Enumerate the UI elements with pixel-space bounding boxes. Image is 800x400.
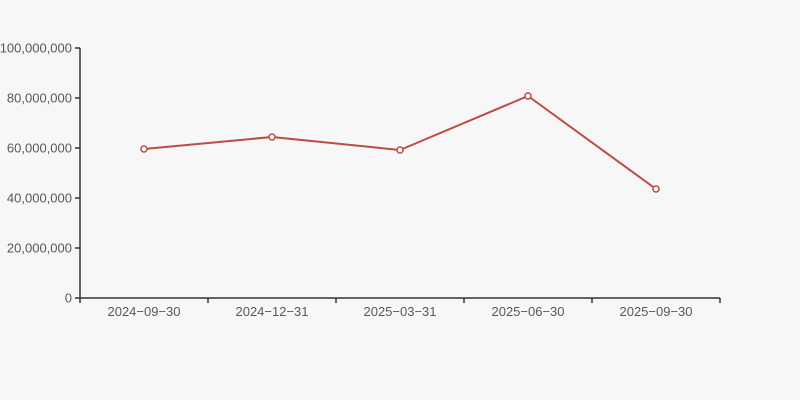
data-point-marker[interactable] [524,92,532,100]
data-point-marker[interactable] [652,185,660,193]
x-axis-tick-label: 2025−03−31 [363,304,436,319]
x-axis-tick-label: 2025−06−30 [491,304,564,319]
y-axis-tick-label: 80,000,000 [7,91,72,106]
series-line [143,95,657,190]
y-axis-tick-label: 60,000,000 [7,141,72,156]
data-point-marker[interactable] [268,133,276,141]
y-axis-tick-label: 100,000,000 [0,41,72,56]
y-axis-tick-label: 40,000,000 [7,191,72,206]
data-point-marker[interactable] [396,146,404,154]
y-axis-tick-label: 0 [65,291,72,306]
x-axis-tick-label: 2024−09−30 [107,304,180,319]
x-axis-tick-label: 2025−09−30 [619,304,692,319]
x-axis-tick-label: 2024−12−31 [235,304,308,319]
y-axis-tick-label: 20,000,000 [7,241,72,256]
data-point-marker[interactable] [140,145,148,153]
